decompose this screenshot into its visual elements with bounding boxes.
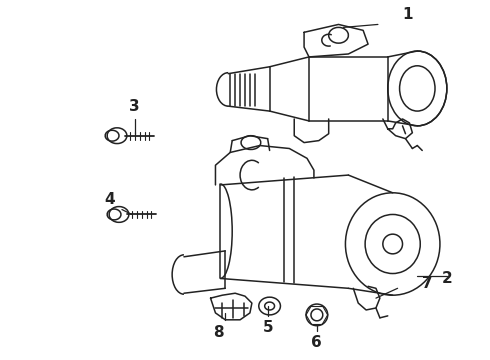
Text: 5: 5 bbox=[262, 320, 273, 335]
Text: 7: 7 bbox=[422, 276, 433, 291]
Text: 4: 4 bbox=[105, 192, 116, 207]
Text: 8: 8 bbox=[213, 325, 224, 340]
Text: 6: 6 bbox=[312, 335, 322, 350]
Text: 3: 3 bbox=[129, 99, 140, 114]
Text: 2: 2 bbox=[441, 271, 452, 286]
Text: 1: 1 bbox=[402, 7, 413, 22]
